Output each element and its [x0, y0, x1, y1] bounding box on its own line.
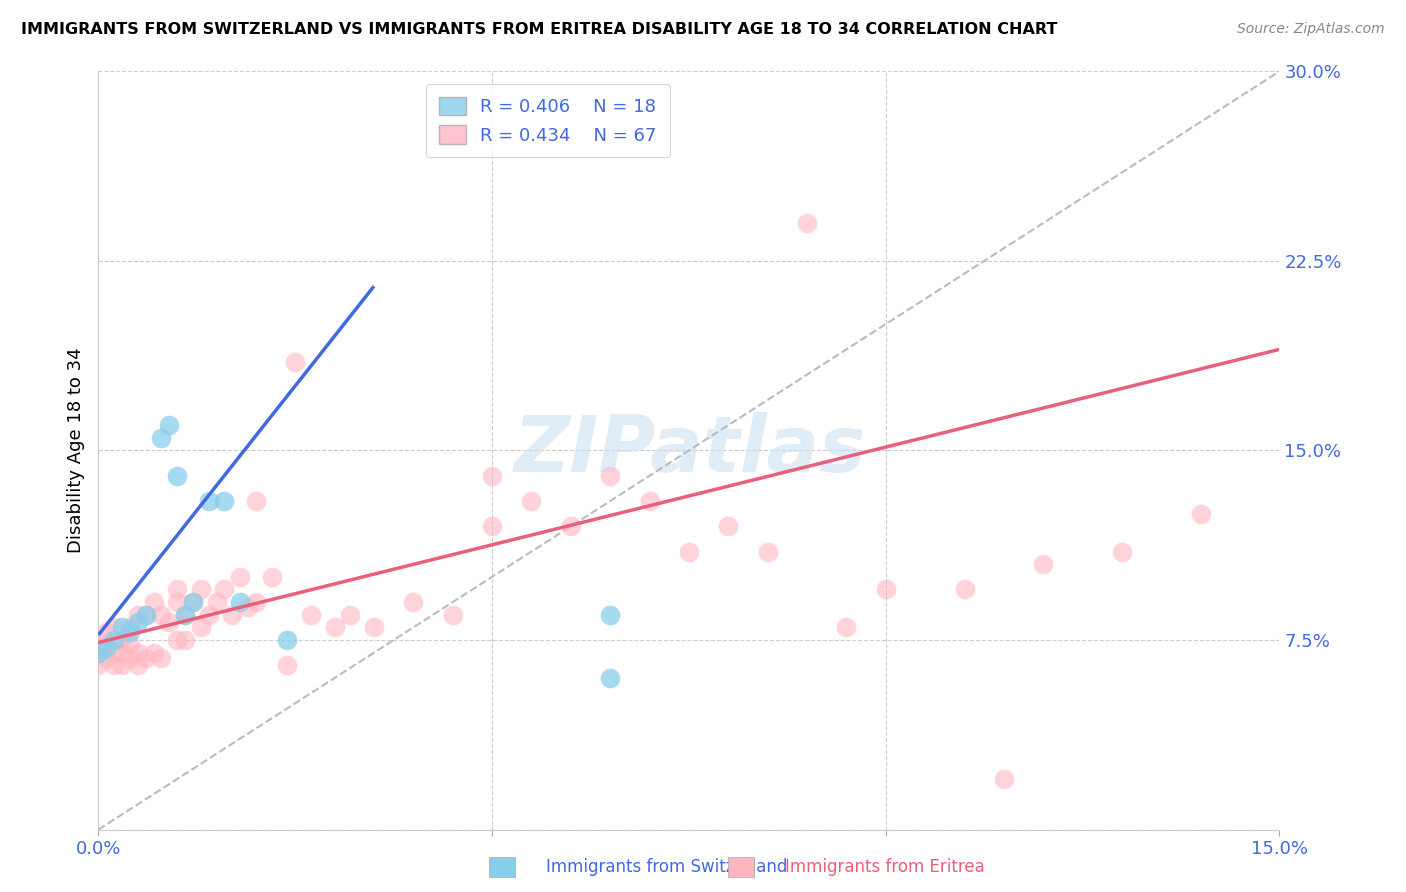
Point: [638, 494, 661, 508]
Point: [174, 607, 197, 622]
Point: [678, 544, 700, 558]
Point: [127, 658, 149, 673]
Y-axis label: Disability Age 18 to 34: Disability Age 18 to 34: [66, 348, 84, 553]
Point: [127, 646, 149, 660]
Point: [260, 570, 283, 584]
Point: [118, 625, 141, 640]
Text: IMMIGRANTS FROM SWITZERLAND VS IMMIGRANTS FROM ERITREA DISABILITY AGE 18 TO 34 C: IMMIGRANTS FROM SWITZERLAND VS IMMIGRANT…: [21, 22, 1057, 37]
Point: [174, 607, 197, 622]
Point: [221, 607, 243, 622]
Point: [717, 519, 740, 533]
Point: [135, 607, 157, 622]
Point: [236, 600, 259, 615]
Point: [127, 607, 149, 622]
Point: [142, 646, 165, 660]
Point: [135, 607, 157, 622]
Point: [190, 582, 212, 597]
Point: [299, 607, 322, 622]
Point: [756, 544, 779, 558]
Point: [229, 595, 252, 609]
Point: [150, 607, 173, 622]
Point: [993, 772, 1015, 786]
Point: [402, 595, 425, 609]
Point: [284, 355, 307, 369]
Point: [197, 494, 219, 508]
Point: [103, 633, 125, 648]
Point: [111, 646, 134, 660]
Point: [276, 658, 298, 673]
Point: [339, 607, 361, 622]
Point: [111, 620, 134, 634]
Point: [229, 570, 252, 584]
Point: [214, 582, 236, 597]
Point: [796, 216, 818, 230]
Point: [323, 620, 346, 634]
Point: [875, 582, 897, 597]
Point: [103, 658, 125, 673]
Point: [166, 468, 188, 483]
Point: [166, 595, 188, 609]
Point: [599, 468, 621, 483]
Point: [166, 633, 188, 648]
Point: [87, 646, 110, 660]
Point: [166, 582, 188, 597]
Point: [276, 633, 298, 648]
Text: Immigrants from Eritrea: Immigrants from Eritrea: [785, 858, 984, 876]
Point: [96, 640, 118, 655]
Point: [150, 431, 173, 445]
Point: [197, 607, 219, 622]
Point: [205, 595, 228, 609]
Point: [142, 595, 165, 609]
Point: [111, 633, 134, 648]
Point: [118, 620, 141, 634]
Point: [103, 620, 125, 634]
Point: [481, 468, 503, 483]
Point: [1032, 557, 1054, 572]
Text: ZIPatlas: ZIPatlas: [513, 412, 865, 489]
Text: Source: ZipAtlas.com: Source: ZipAtlas.com: [1237, 22, 1385, 37]
Point: [190, 620, 212, 634]
Point: [520, 494, 543, 508]
Point: [1111, 544, 1133, 558]
Point: [181, 595, 204, 609]
Point: [245, 494, 267, 508]
Point: [599, 671, 621, 685]
Point: [87, 646, 110, 660]
Point: [835, 620, 858, 634]
Point: [96, 650, 118, 665]
Text: Immigrants from Switzerland: Immigrants from Switzerland: [546, 858, 787, 876]
Point: [481, 519, 503, 533]
Point: [103, 646, 125, 660]
Point: [953, 582, 976, 597]
Point: [96, 640, 118, 655]
Point: [363, 620, 385, 634]
Point: [87, 658, 110, 673]
Point: [118, 638, 141, 652]
Point: [599, 607, 621, 622]
Point: [214, 494, 236, 508]
Point: [111, 658, 134, 673]
Point: [157, 418, 180, 433]
Point: [118, 650, 141, 665]
Point: [150, 650, 173, 665]
Point: [96, 625, 118, 640]
Legend: R = 0.406    N = 18, R = 0.434    N = 67: R = 0.406 N = 18, R = 0.434 N = 67: [426, 84, 669, 157]
Point: [87, 633, 110, 648]
Point: [245, 595, 267, 609]
Point: [181, 595, 204, 609]
Point: [127, 615, 149, 630]
Point: [1189, 507, 1212, 521]
Point: [560, 519, 582, 533]
Point: [135, 650, 157, 665]
Point: [157, 615, 180, 630]
Point: [441, 607, 464, 622]
Point: [174, 633, 197, 648]
